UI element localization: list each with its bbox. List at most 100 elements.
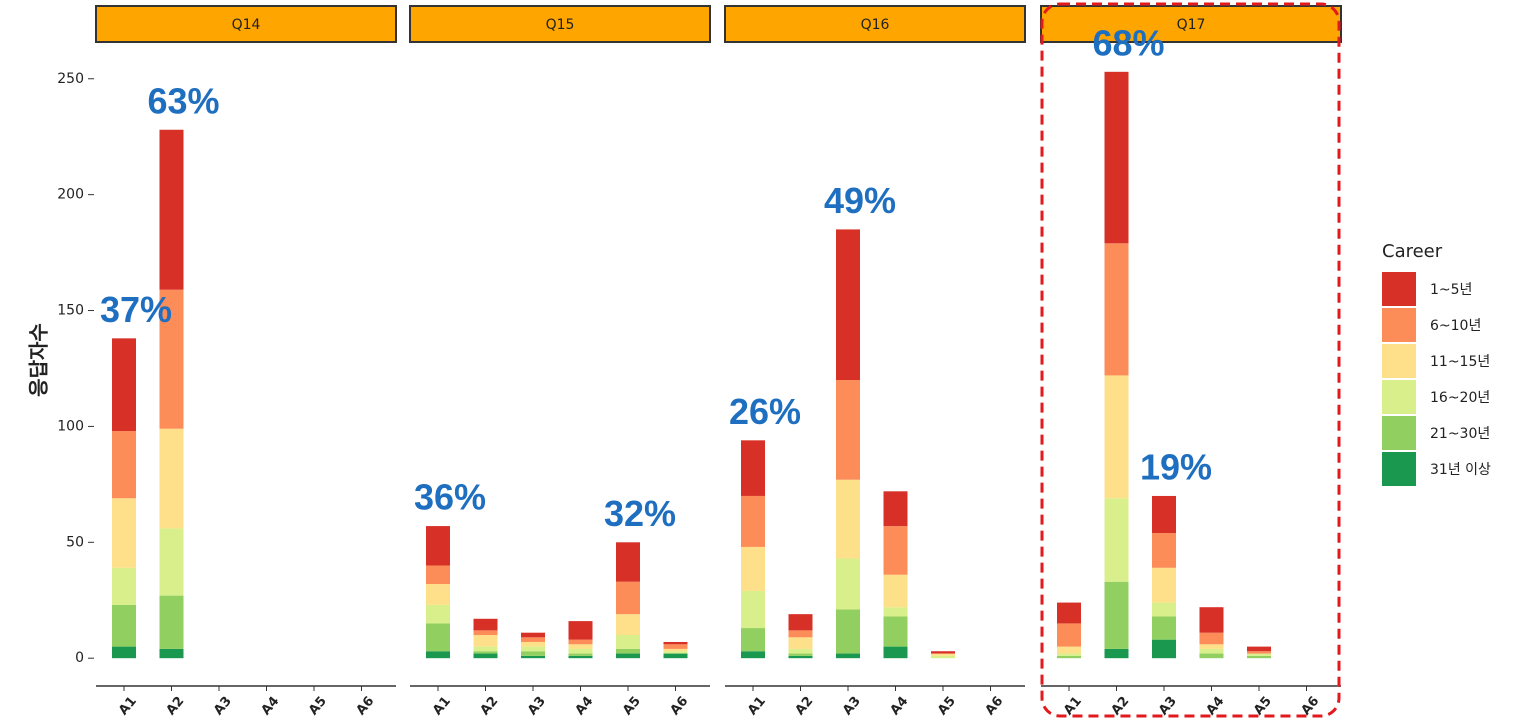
bar-segment — [521, 637, 545, 642]
bar-segment — [788, 648, 813, 654]
x-tick-label: A3 — [840, 694, 864, 718]
highlight-box — [1040, 2, 1341, 718]
bar-segment — [426, 526, 450, 566]
x-tick-label: A1 — [1061, 694, 1085, 718]
x-tick-label: A3 — [525, 694, 549, 718]
bar-segment — [426, 604, 450, 624]
bar-segment — [1199, 653, 1224, 659]
bar-segment — [521, 632, 545, 638]
bar-segment — [159, 595, 184, 649]
y-tick-label: 0 — [75, 650, 84, 666]
x-tick-label: A3 — [211, 694, 235, 718]
bar-segment — [568, 639, 593, 645]
bar-segment — [931, 651, 955, 654]
y-tick-label: 50 — [66, 534, 84, 550]
bar-segment — [521, 655, 545, 659]
bar-segment — [1247, 655, 1271, 659]
bar-segment — [473, 653, 498, 659]
x-tick-label: A4 — [573, 694, 597, 718]
bar-segment — [836, 479, 860, 559]
legend-label: 6~10년 — [1430, 318, 1481, 334]
bar-segment — [426, 565, 450, 585]
bar-segment — [788, 655, 813, 659]
bar-segment — [883, 491, 908, 527]
bar-segment — [112, 646, 136, 659]
bar-segment — [473, 630, 498, 636]
x-tick-label: A6 — [668, 694, 692, 718]
bar-segment — [426, 651, 450, 659]
legend-key — [1382, 308, 1416, 342]
x-tick-label: A2 — [793, 694, 817, 718]
bar-segment — [473, 646, 498, 652]
bar-segment — [788, 653, 813, 656]
legend-label: 31년 이상 — [1430, 462, 1491, 478]
bar-segment — [741, 590, 765, 629]
bar-segment — [1152, 495, 1176, 534]
annotation: 49% — [824, 180, 896, 221]
bar-segment — [1104, 71, 1129, 244]
bar-segment — [616, 542, 640, 582]
legend-label: 11~15년 — [1430, 354, 1490, 370]
facet-title: Q14 — [232, 17, 261, 33]
bar-segment — [836, 609, 860, 654]
bar-segment — [836, 653, 860, 659]
legend-label: 16~20년 — [1430, 390, 1490, 406]
y-axis-label: 응답자수 — [27, 323, 51, 397]
bar-segment — [788, 637, 813, 649]
bar-segment — [616, 653, 640, 659]
bar-segment — [1057, 646, 1081, 654]
bar-segment — [616, 614, 640, 636]
bar-segment — [159, 648, 184, 659]
annotation: 63% — [147, 80, 219, 121]
bar-segment — [1152, 639, 1176, 659]
bar-segment — [521, 651, 545, 656]
x-tick-label: A4 — [888, 694, 912, 718]
facet-strip — [1040, 5, 1342, 43]
bar-segment — [1247, 646, 1271, 652]
bar-segment — [788, 614, 813, 631]
y-tick-label: 100 — [57, 418, 84, 434]
x-tick-label: A6 — [983, 694, 1007, 718]
x-tick-label: A2 — [164, 694, 188, 718]
bar-segment — [473, 618, 498, 631]
bar-segment — [788, 630, 813, 638]
x-tick-label: A1 — [430, 694, 454, 718]
bar-segment — [112, 604, 136, 647]
legend-title: Career — [1382, 241, 1443, 262]
x-tick-label: A4 — [1204, 694, 1228, 718]
x-tick-label: A6 — [354, 694, 378, 718]
bar-segment — [1199, 632, 1224, 645]
x-tick-label: A4 — [259, 694, 283, 718]
x-tick-label: A5 — [1251, 694, 1275, 718]
bar-segment — [663, 653, 688, 659]
annotation: 19% — [1140, 446, 1212, 487]
legend-label: 1~5년 — [1430, 282, 1472, 298]
facet-strip — [95, 5, 397, 43]
facet-title: Q15 — [546, 17, 575, 33]
facet-title: Q16 — [861, 17, 890, 33]
annotation: 36% — [414, 477, 486, 518]
y-tick-label: 200 — [57, 187, 84, 203]
bar-segment — [1057, 655, 1081, 659]
bar-segment — [616, 648, 640, 654]
bar-segment — [616, 635, 640, 649]
legend-label: 21~30년 — [1430, 426, 1490, 442]
x-tick-label: A5 — [306, 694, 330, 718]
y-tick-label: 150 — [57, 303, 84, 319]
bar-segment — [426, 584, 450, 605]
bar-segment — [1104, 375, 1129, 499]
legend-key — [1382, 380, 1416, 414]
bar-segment — [1057, 602, 1081, 624]
bar-segment — [1152, 616, 1176, 640]
bar-segment — [568, 621, 593, 640]
bar-segment — [159, 528, 184, 596]
bar-segment — [568, 655, 593, 659]
bar-segment — [836, 380, 860, 480]
bar-segment — [883, 646, 908, 659]
y-tick-label: 250 — [57, 71, 84, 87]
bar-segment — [741, 628, 765, 652]
bar-segment — [1057, 653, 1081, 656]
bar-segment — [741, 546, 765, 591]
bar-segment — [112, 567, 136, 605]
